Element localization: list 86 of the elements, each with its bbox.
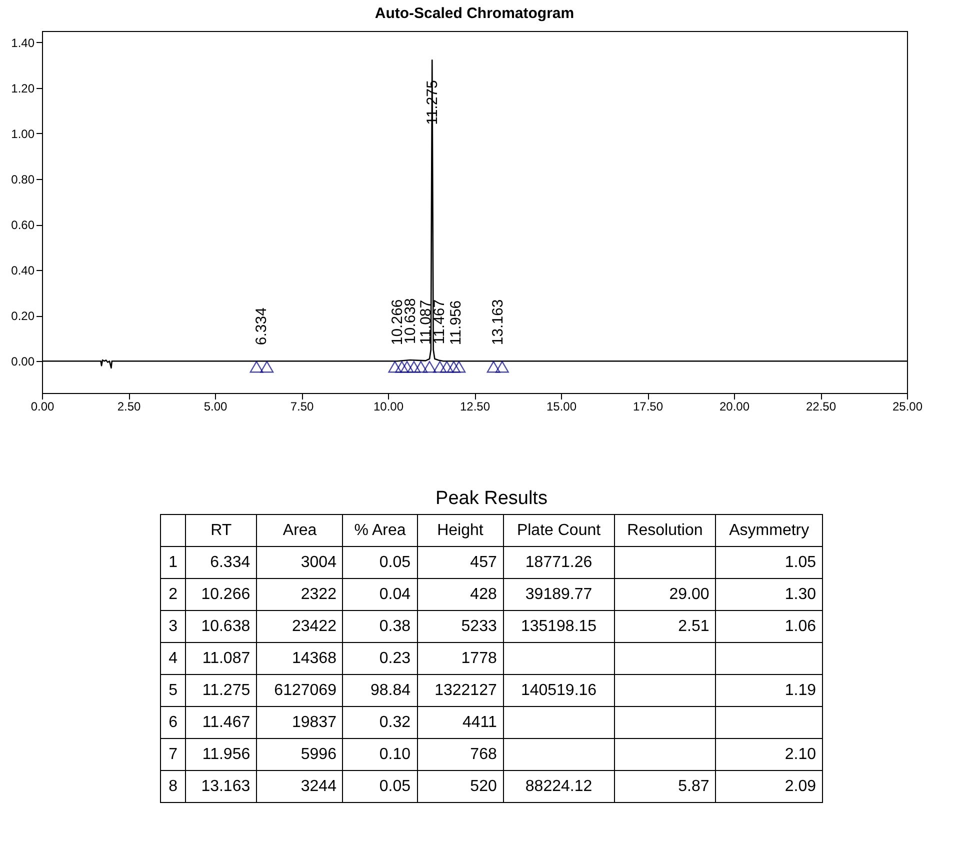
y-tick-label: 0.40 xyxy=(11,264,35,278)
text: 2.10 xyxy=(716,738,822,770)
text: 8 xyxy=(160,770,186,802)
text: 520 xyxy=(417,770,504,802)
text: 428 xyxy=(417,578,504,610)
annotation: 11.956 xyxy=(448,300,465,346)
chart-title: Auto-Scaled Chromatogram xyxy=(374,5,574,22)
text: 0.23 xyxy=(342,642,418,674)
text: 457 xyxy=(417,546,504,578)
text: 88224.12 xyxy=(503,770,614,802)
text: 23422 xyxy=(256,610,343,642)
x-tick-label: 17.50 xyxy=(632,400,664,414)
y-tick-label: 0.60 xyxy=(11,218,35,232)
text: 0.32 xyxy=(342,706,418,738)
text: 19837 xyxy=(256,706,343,738)
text: 2.51 xyxy=(614,610,716,642)
y-tick-label: 0.20 xyxy=(11,309,35,324)
text: 3244 xyxy=(256,770,343,802)
y-tick-label: 1.20 xyxy=(11,81,35,96)
text: 140519.16 xyxy=(503,674,614,706)
y-tick-label: 0.00 xyxy=(11,354,35,369)
x-tick-label: 22.50 xyxy=(806,400,836,414)
x-tick-label: 12.50 xyxy=(460,400,490,414)
x-tick-label: 7.50 xyxy=(290,400,314,414)
y-tick-label: 1.40 xyxy=(11,36,35,50)
y-tick-label: 1.00 xyxy=(11,126,35,141)
text: 39189.77 xyxy=(503,578,614,610)
text: 13.163 xyxy=(186,770,257,802)
text: 18771.26 xyxy=(503,546,614,578)
text: 29.00 xyxy=(614,578,716,610)
text: 0.10 xyxy=(342,738,418,770)
text: 14368 xyxy=(256,642,343,674)
x-tick-label: 25.00 xyxy=(892,400,923,414)
text: 2 xyxy=(160,578,186,610)
text: 4411 xyxy=(417,706,504,738)
text: 135198.15 xyxy=(503,610,614,642)
y-tick-label: 0.80 xyxy=(11,172,35,186)
x-tick-label: 10.00 xyxy=(373,400,404,414)
text: 3004 xyxy=(256,546,343,578)
text: 768 xyxy=(417,738,504,770)
text: Plate Count xyxy=(503,514,614,546)
text: 10.638 xyxy=(186,610,257,642)
text: 10.266 xyxy=(186,578,257,610)
text: 1.05 xyxy=(716,546,822,578)
text: 2322 xyxy=(256,578,343,610)
text: Height xyxy=(417,514,504,546)
text: Area xyxy=(256,514,343,546)
text: 11.956 xyxy=(186,738,257,770)
text: 6127069 xyxy=(256,674,343,706)
text: 6.334 xyxy=(186,546,257,578)
text: Asymmetry xyxy=(716,514,822,546)
text: 5233 xyxy=(417,610,504,642)
text: 5996 xyxy=(256,738,343,770)
text: 0.38 xyxy=(342,610,418,642)
text: 4 xyxy=(160,642,186,674)
annotation: 13.163 xyxy=(489,299,506,346)
text: 1.06 xyxy=(716,610,822,642)
text: 11.275 xyxy=(186,674,257,706)
x-tick-label: 20.00 xyxy=(719,400,750,414)
x-tick-label: 0.00 xyxy=(30,400,54,414)
text: 1.30 xyxy=(716,578,822,610)
text: 5 xyxy=(160,674,186,706)
text: 0.05 xyxy=(342,546,418,578)
text: 5.87 xyxy=(614,770,716,802)
text: 2.09 xyxy=(716,770,822,802)
text: 11.467 xyxy=(186,706,257,738)
text: 0.05 xyxy=(342,770,418,802)
x-tick-label: 2.50 xyxy=(117,400,141,414)
text: % Area xyxy=(342,514,418,546)
text: 7 xyxy=(160,738,186,770)
text: 0.04 xyxy=(342,578,418,610)
text: 98.84 xyxy=(342,674,418,706)
annotation: 10.638 xyxy=(402,298,420,344)
text: 1.19 xyxy=(716,674,822,706)
annotation: 6.334 xyxy=(253,308,270,346)
text: 1778 xyxy=(417,642,504,674)
text: 1322127 xyxy=(417,674,504,706)
text: Resolution xyxy=(614,514,716,546)
x-tick-label: 5.00 xyxy=(204,400,228,414)
text: 6 xyxy=(160,706,186,738)
text: 1 xyxy=(160,546,186,578)
x-tick-label: 15.00 xyxy=(546,400,577,414)
text: RT xyxy=(186,514,257,546)
text: 3 xyxy=(160,610,186,642)
text: Peak Results xyxy=(434,488,548,510)
text: 11.087 xyxy=(186,642,257,674)
